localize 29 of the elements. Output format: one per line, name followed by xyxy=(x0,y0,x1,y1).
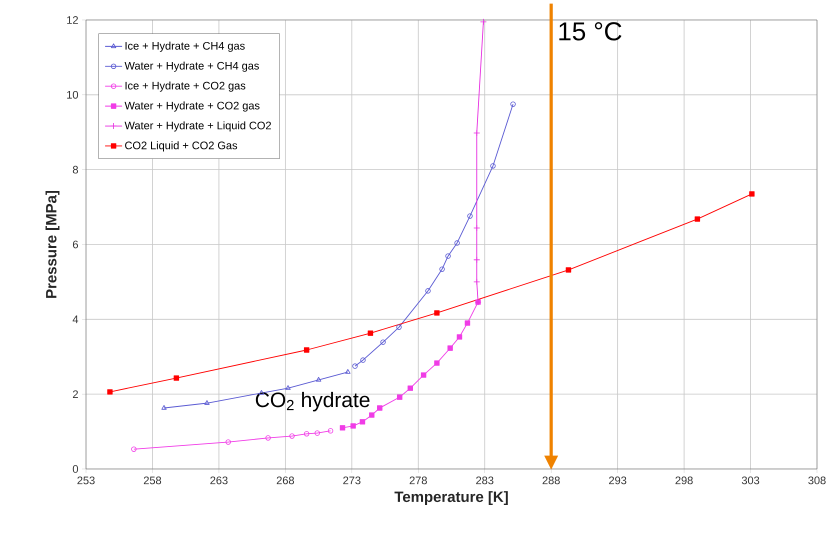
legend-label: Water + Hydrate + CO2 gas xyxy=(124,101,260,112)
legend-label: Water + Hydrate + Liquid CO2 xyxy=(124,121,271,132)
x-tick-label: 308 xyxy=(808,476,826,484)
x-tick-label: 298 xyxy=(676,476,693,484)
y-axis-title: Pressure [MPa] xyxy=(46,190,60,298)
annotation: CO$_{2}$ hydrate xyxy=(256,392,370,412)
x-tick-label: 293 xyxy=(609,476,626,484)
x-tick-label: 253 xyxy=(77,476,95,484)
y-tick-label: 4 xyxy=(72,316,78,324)
y-tick-label: 8 xyxy=(72,166,78,174)
x-tick-label: 303 xyxy=(742,476,760,484)
x-tick-label: 258 xyxy=(144,476,162,484)
y-tick-label: 6 xyxy=(72,240,78,248)
x-tick-label: 268 xyxy=(276,476,294,484)
x-tick-label: 278 xyxy=(410,476,427,484)
ref-line-label: 15 °C xyxy=(559,22,622,41)
legend-label: CO2 Liquid + CO2 Gas xyxy=(125,141,238,152)
y-tick-label: 2 xyxy=(72,390,78,398)
x-tick-label: 283 xyxy=(476,476,494,484)
y-tick-label: 12 xyxy=(67,16,78,24)
y-tick-label: 10 xyxy=(67,90,78,99)
legend-label: Ice + Hydrate + CO2 gas xyxy=(126,81,246,92)
x-tick-label: 273 xyxy=(343,476,360,484)
x-axis-title: Temperature [K] xyxy=(394,491,508,506)
legend-label: Water + Hydrate + CH4 gas xyxy=(124,62,259,72)
x-tick-label: 263 xyxy=(210,476,228,484)
legend-label: Ice + Hydrate + CH4 gas xyxy=(126,42,245,52)
y-tick-label: 0 xyxy=(72,465,78,473)
x-tick-label: 288 xyxy=(542,476,560,484)
